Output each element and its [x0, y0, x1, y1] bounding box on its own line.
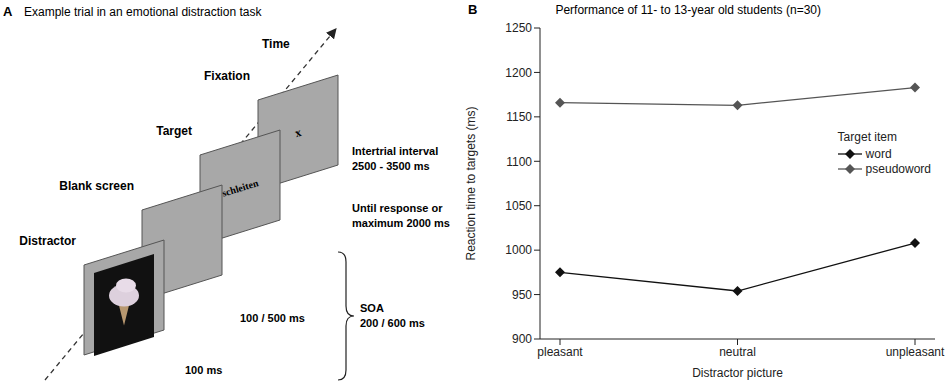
svg-text:1100: 1100 [506, 155, 532, 169]
svg-text:1200: 1200 [505, 66, 532, 80]
svg-text:Distractor picture: Distractor picture [692, 366, 783, 380]
html-text:word: word [865, 146, 892, 161]
svg-text:900: 900 [512, 332, 532, 346]
svg-text:SOA: SOA [360, 302, 384, 314]
svg-text:Blank screen: Blank screen [59, 179, 134, 193]
svg-text:950: 950 [512, 288, 532, 302]
svg-text:200 / 600 ms: 200 / 600 ms [360, 317, 425, 329]
svg-text:Target: Target [156, 124, 192, 138]
svg-text:1050: 1050 [505, 199, 532, 213]
svg-text:Fixation: Fixation [204, 69, 250, 83]
svg-text:Intertrial interval: Intertrial interval [352, 145, 438, 157]
svg-text:neutral: neutral [719, 345, 756, 359]
svg-text:100 / 500 ms: 100 / 500 ms [240, 312, 305, 324]
svg-text:Time: Time [262, 37, 290, 51]
svg-text:maximum 2000 ms: maximum 2000 ms [352, 217, 450, 229]
svg-text:2500 - 3500 ms: 2500 - 3500 ms [352, 160, 430, 172]
html-text:Target item: Target item [837, 130, 897, 144]
svg-text:1250: 1250 [505, 21, 532, 35]
html-text:B: B [468, 2, 478, 17]
html-text:Performance of 11- to 13-year: Performance of 11- to 13-year old studen… [555, 3, 821, 17]
html-text:pseudoword: pseudoword [865, 161, 931, 176]
svg-text:1150: 1150 [506, 110, 532, 124]
svg-text:unpleasant: unpleasant [886, 345, 945, 359]
svg-text:Distractor: Distractor [19, 234, 76, 248]
svg-text:Until response or: Until response or [352, 202, 443, 214]
svg-text:schleiten: schleiten [221, 177, 260, 199]
svg-text:1000: 1000 [505, 243, 532, 257]
svg-text:Example trial in an emotional: Example trial in an emotional distractio… [24, 5, 262, 19]
svg-text:100 ms: 100 ms [185, 364, 222, 376]
svg-text:A: A [3, 4, 13, 19]
svg-text:Reaction time to targets (ms): Reaction time to targets (ms) [464, 106, 478, 260]
svg-text:x: x [293, 125, 303, 140]
svg-text:pleasant: pleasant [537, 345, 583, 359]
